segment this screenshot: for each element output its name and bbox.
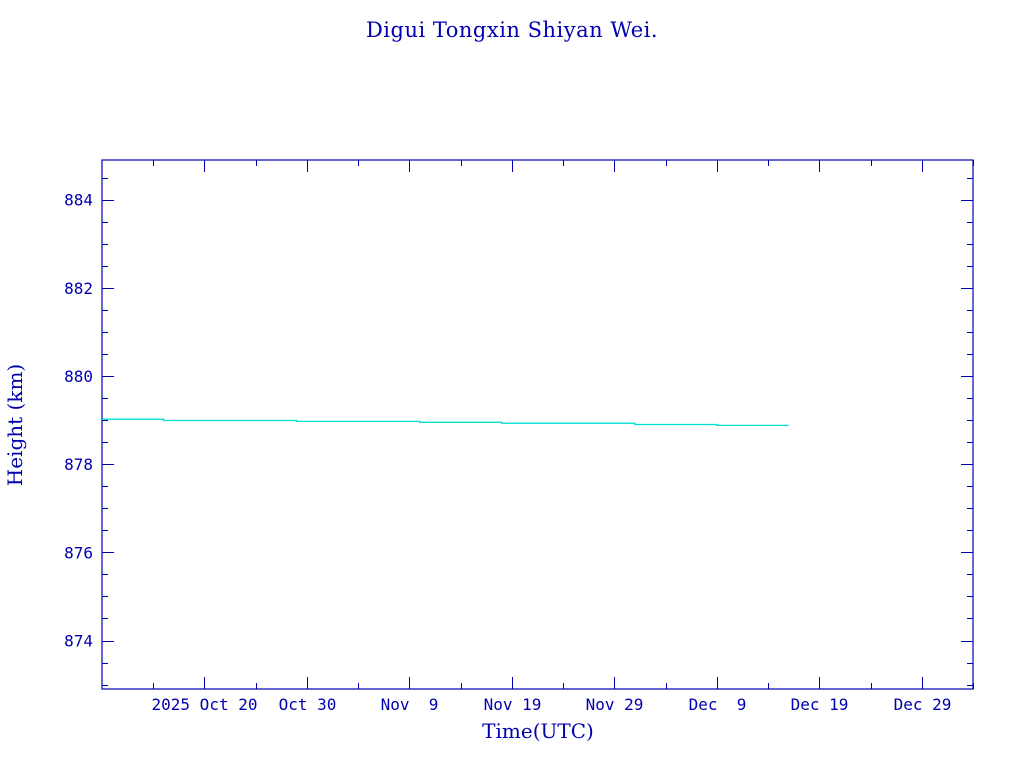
y-tick-label: 882 [64, 279, 93, 298]
x-tick-label: Nov 19 [484, 695, 542, 714]
x-tick-label: 2025 Oct 20 [152, 695, 258, 714]
y-tick-label: 878 [64, 455, 93, 474]
chart-title: Digui Tongxin Shiyan Wei. [366, 18, 658, 42]
plot-frame [101, 159, 974, 690]
plot-area: 874 876 878 880 882 884 2025 Oct 20 Oct 30 Nov 9… [64, 159, 974, 714]
y-axis-label: Height (km) [3, 364, 27, 486]
x-tick-label: Dec 19 [791, 695, 849, 714]
y-tick-label: 884 [64, 191, 93, 210]
y-tick-label: 874 [64, 632, 93, 651]
x-tick-label: Dec 29 [894, 695, 952, 714]
x-tick-label: Dec 9 [689, 695, 747, 714]
y-tick-label: 876 [64, 543, 93, 562]
x-tick-label: Oct 30 [279, 695, 337, 714]
x-tick-label: Nov 9 [381, 695, 439, 714]
series-line [102, 418, 789, 427]
x-axis-label: Time(UTC) [482, 719, 594, 743]
x-tick-label: Nov 29 [586, 695, 644, 714]
y-tick-label: 880 [64, 367, 93, 386]
